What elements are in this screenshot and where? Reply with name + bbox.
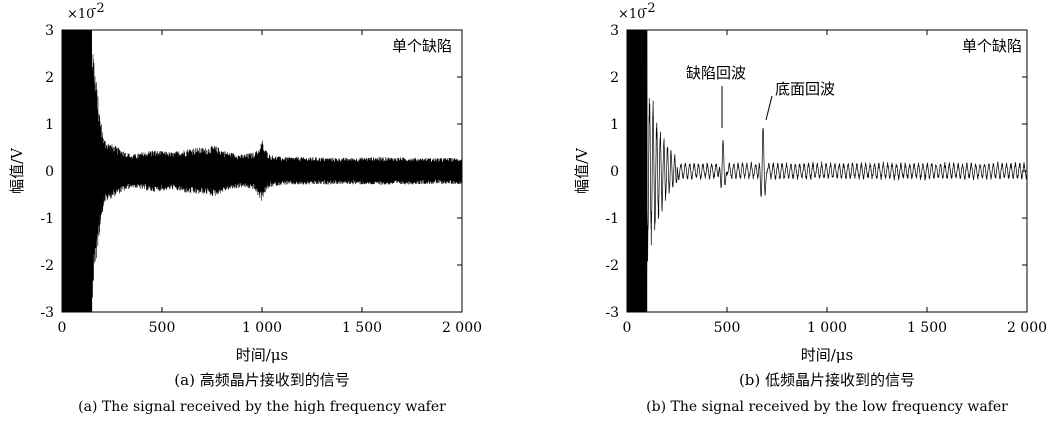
panel-b-xtick-label: 0: [623, 320, 632, 336]
panel-b-chart: 0 500 1 000 1 500 2 000 3 2 1 0 -1 -2 -3 ×10 -2 单个缺…: [573, 1, 1047, 415]
panel-a-ytick-label: -3: [40, 305, 54, 321]
panel-a-ytick-label: 0: [45, 164, 54, 180]
panel-b-ytick-label: -3: [605, 305, 619, 321]
panel-a-ytick-label: 2: [45, 70, 54, 86]
panel-b-y-scale-exponent: -2: [643, 1, 656, 16]
panel-b-ytick-label: -2: [605, 258, 619, 274]
panel-a-caption-en: (a) The signal received by the high freq…: [78, 399, 446, 415]
annotation-defect-echo: 缺陷回波: [686, 64, 746, 82]
panel-a-signal-path: [61, 29, 463, 313]
panel-b-ytick-label: 3: [610, 23, 619, 39]
panel-a-ytick-label: -1: [40, 211, 54, 227]
panel-b-ytick-label: -1: [605, 211, 619, 227]
panel-a-chart: 0 500 1 000 1 500 2 000 3 2 1 0 -1 -2 -3 ×10 -2 单个缺…: [8, 1, 482, 415]
panel-a-ylabel: 幅值/V: [8, 147, 26, 194]
panel-a-xlabel: 时间/μs: [236, 346, 289, 364]
panel-b-ytick-label: 2: [610, 70, 619, 86]
panel-b-xtick-label: 1 500: [907, 320, 947, 336]
panel-b-signal-trace: [626, 29, 1028, 313]
panel-b-ytick-label: 0: [610, 164, 619, 180]
panel-b-xtick-label: 500: [714, 320, 741, 336]
panel-a-signal-trace: [61, 29, 463, 313]
annotation-bottom-echo: 底面回波: [775, 80, 835, 98]
panel-a-xtick-label: 500: [149, 320, 176, 336]
panel-b-ylabel: 幅值/V: [573, 147, 591, 194]
panel-a-ytick-label: 3: [45, 23, 54, 39]
panel-b-ytick-label: 1: [610, 117, 619, 133]
panel-a-xtick-label: 2 000: [442, 320, 482, 336]
panel-a-xtick-label: 1 000: [242, 320, 282, 336]
panel-a-y-scale-base: ×10: [67, 7, 94, 22]
panel-b-ticks: 0 500 1 000 1 500 2 000 3 2 1 0 -1 -2 -3: [605, 23, 1047, 336]
panel-b-legend-text: 单个缺陷: [962, 37, 1022, 55]
panel-a-xtick-label: 0: [58, 320, 67, 336]
panel-a-legend-text: 单个缺陷: [392, 37, 452, 55]
panel-b-xtick-label: 2 000: [1007, 320, 1047, 336]
panel-a-caption-cn: (a) 高频晶片接收到的信号: [174, 371, 349, 389]
annotation-bottom-echo-pointer: [765, 95, 773, 121]
panel-a-ytick-label: 1: [45, 117, 54, 133]
panel-b-xlabel: 时间/μs: [801, 346, 854, 364]
panel-b-caption-cn: (b) 低频晶片接收到的信号: [739, 371, 915, 389]
panel-a-ticks: 0 500 1 000 1 500 2 000 3 2 1 0 -1 -2 -3: [40, 23, 482, 336]
panel-b-xtick-label: 1 000: [807, 320, 847, 336]
panel-b-signal-path: [626, 29, 1028, 313]
panel-a-ytick-label: -2: [40, 258, 54, 274]
panel-a-xtick-label: 1 500: [342, 320, 382, 336]
panel-b-caption-en: (b) The signal received by the low frequ…: [646, 399, 1008, 415]
panel-b-y-scale-base: ×10: [618, 7, 645, 22]
panel-a-y-scale-exponent: -2: [92, 1, 105, 16]
